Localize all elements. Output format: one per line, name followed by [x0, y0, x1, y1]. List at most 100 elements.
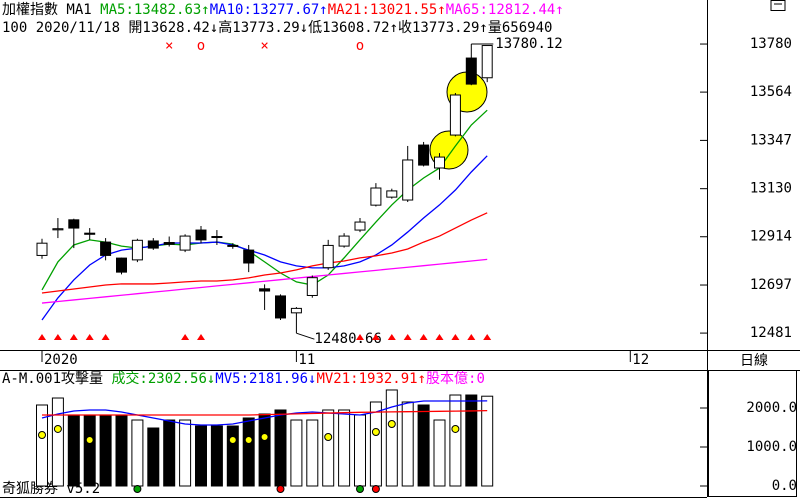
low-leader [296, 332, 315, 340]
volume-bar [226, 425, 239, 487]
y-tick-label: 12697 [750, 277, 792, 293]
volume-bar [338, 409, 351, 487]
indicator-line [42, 409, 488, 416]
volume-bar [115, 414, 128, 487]
window-icon[interactable] [770, 0, 786, 11]
volume-dot [451, 424, 460, 433]
header-item: MA10:13277.67↑ [210, 2, 328, 18]
candle-body [163, 242, 175, 245]
candle-body [36, 242, 48, 256]
header-item: A-M.001攻擊量 [2, 370, 111, 387]
candle-body [306, 277, 318, 296]
volume-bar [401, 401, 414, 487]
up-signal [403, 334, 412, 340]
candle-body [370, 187, 382, 206]
header-item: MA65:12812.44↑ [446, 2, 564, 18]
volume-dot [244, 436, 253, 445]
candle-body [481, 45, 493, 79]
volume-bar [51, 397, 64, 487]
header-item: MV5:2181.96↓ [215, 371, 316, 387]
candle-body [131, 239, 143, 261]
y-tick-label: 13130 [750, 181, 792, 197]
indicator-line [41, 155, 488, 321]
header-item: 股本億:0 [426, 371, 485, 387]
volume-dot [260, 433, 269, 442]
candle-body [275, 295, 286, 319]
volume-bar [147, 427, 160, 487]
quote-info: 100 2020/11/18 開13628.42↓高13773.29↓低1360… [2, 19, 552, 36]
up-signal [197, 334, 205, 340]
indicator-line [41, 258, 488, 304]
signal-marker: × [165, 38, 173, 54]
candle-body [338, 235, 350, 247]
up-signal [483, 334, 492, 340]
volume-bar [433, 419, 446, 487]
volume-dot [38, 430, 46, 439]
indicator-line [41, 212, 488, 294]
header-item: MA5:13482.63↑ [100, 2, 210, 18]
signal-dot [356, 485, 364, 493]
volume-bar [179, 419, 192, 487]
volume-bar [481, 395, 494, 487]
y-tick-label: 0.0 [772, 478, 797, 494]
header-item: 成交:2302.56↓ [111, 370, 215, 387]
indicator-line [41, 400, 488, 426]
y-tick-label: 12481 [750, 325, 792, 341]
up-signal [451, 334, 460, 340]
volume-dot [53, 424, 62, 433]
up-signal [38, 334, 46, 340]
y-tick-label: 13780 [750, 36, 792, 52]
candle-body [259, 288, 271, 292]
candle-body [116, 257, 127, 273]
candle-body [322, 244, 334, 269]
up-signal [53, 334, 62, 340]
x-tick-label: 2020 [44, 352, 78, 368]
candle-body [147, 240, 159, 249]
volume-dot [228, 436, 237, 445]
up-signal [85, 334, 94, 340]
volume-bar [385, 389, 398, 487]
signal-marker: o [197, 38, 205, 54]
volume-bar [83, 414, 96, 487]
y-tick-label: 13347 [750, 132, 792, 148]
up-signal [387, 334, 396, 340]
signal-marker: × [260, 38, 268, 54]
candle-body [290, 307, 302, 314]
volume-bar [67, 414, 80, 487]
signal-dot [371, 485, 380, 493]
up-signal [356, 334, 364, 340]
volume-bar [465, 394, 478, 487]
candle-body [100, 241, 112, 256]
up-signal [467, 334, 476, 340]
up-signal [435, 334, 444, 340]
volume-bar [99, 414, 112, 487]
candle-body [449, 94, 461, 136]
candle-body [52, 228, 64, 231]
low-label: 12480.66 [314, 331, 381, 347]
candle-body [465, 57, 477, 85]
candle-body [211, 236, 223, 239]
candle-body [434, 156, 445, 169]
volume-bar [195, 425, 207, 487]
header-item: MV21:1932.91↑ [316, 371, 426, 387]
volume-bar [163, 419, 176, 487]
candle-body [418, 144, 430, 166]
y-tick-label: 13564 [750, 84, 792, 100]
volume-bar [354, 414, 366, 487]
candle-body [68, 219, 80, 229]
candle-body [195, 229, 207, 241]
candle-body [243, 249, 255, 264]
volume-bar [131, 419, 144, 487]
volume-dot [387, 419, 396, 428]
volume-bar [417, 404, 430, 487]
period-button[interactable]: 日線 [740, 353, 768, 369]
volume-dot [324, 433, 333, 442]
signal-marker: o [356, 38, 364, 54]
y-tick-label: 12914 [750, 229, 792, 245]
volume-axis-box [708, 370, 797, 497]
up-signal [69, 334, 78, 340]
volume-bar [258, 413, 271, 487]
x-tick-label: 11 [298, 352, 315, 368]
volume-bar [274, 409, 287, 487]
